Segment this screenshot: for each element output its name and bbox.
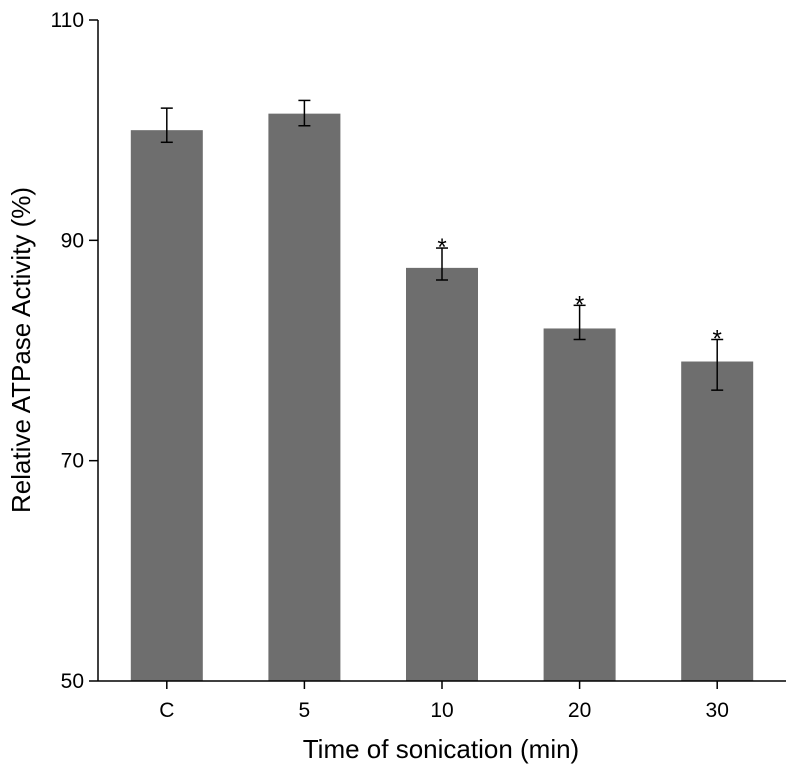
bar-C xyxy=(130,130,203,681)
bar-20 xyxy=(543,328,616,681)
y-axis-title: Relative ATPase Activity (%) xyxy=(6,187,36,513)
x-axis-title: Time of sonication (min) xyxy=(303,734,579,764)
x-tick-label-20: 20 xyxy=(568,699,591,722)
error-bars-group xyxy=(160,99,724,391)
y-tick-label: 70 xyxy=(61,450,84,473)
significance-star-30: * xyxy=(713,325,722,352)
y-ticks: 50 70 90 110 xyxy=(51,9,98,693)
bar-30 xyxy=(681,361,754,681)
x-tick-label-5: 5 xyxy=(299,699,311,722)
x-tick-label-30: 30 xyxy=(706,699,729,722)
significance-star-20: * xyxy=(575,291,584,318)
x-tick-label-10: 10 xyxy=(430,699,453,722)
significance-star-10: * xyxy=(437,234,446,261)
bars-group xyxy=(130,113,754,682)
bar-5 xyxy=(268,113,341,682)
bar-10 xyxy=(406,267,478,681)
y-tick-label: 90 xyxy=(61,229,84,252)
significance-markers: * * * xyxy=(437,234,722,352)
y-tick-label: 110 xyxy=(51,9,84,32)
x-ticks: C 5 10 20 30 xyxy=(159,681,729,722)
y-tick-label: 50 xyxy=(61,670,84,693)
x-tick-label-C: C xyxy=(159,699,174,722)
